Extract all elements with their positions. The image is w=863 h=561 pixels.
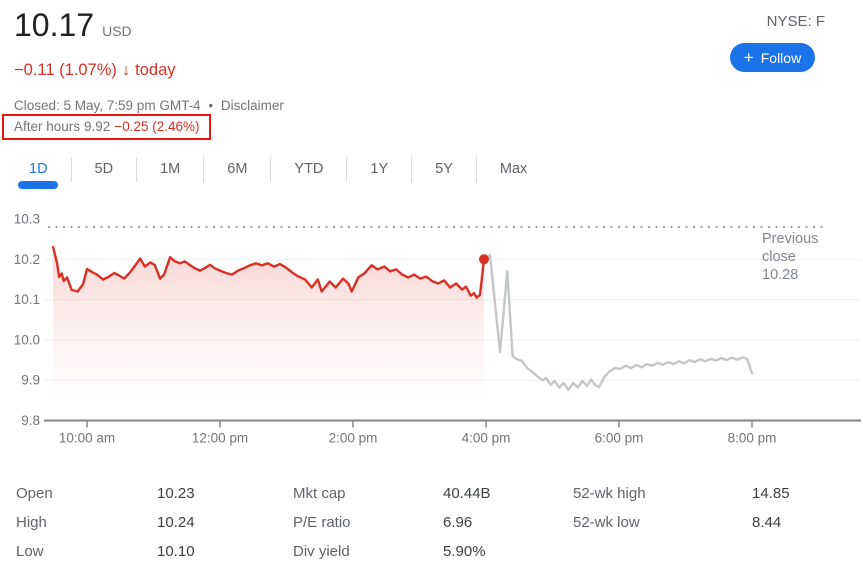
tab-max[interactable]: Max [477, 152, 550, 192]
price-block: 10.17 USD [14, 6, 132, 44]
previous-close-label: close [762, 249, 796, 265]
price-chart-svg: 10:00 am 12:00 pm 2:00 pm 4:00 pm 6:00 pm 8:0… [14, 212, 861, 446]
stat-value: 14.85 [752, 485, 790, 502]
tab-ytd-label: YTD [294, 161, 324, 177]
tab-5y[interactable]: 5Y [412, 152, 476, 192]
stat-row-mktcap: Mkt cap 40.44B [293, 479, 491, 508]
x-tick-label: 2:00 pm [329, 431, 378, 446]
stat-value: 10.24 [157, 514, 195, 531]
key-stats: Open 10.23 High 10.24 Low 10.10 Mkt cap … [0, 479, 863, 561]
stat-label: High [16, 514, 47, 531]
stats-column-fundamentals: Mkt cap 40.44B P/E ratio 6.96 Div yield … [293, 479, 491, 561]
stat-label: 52-wk high [573, 485, 646, 502]
stat-value: 5.90% [443, 543, 486, 560]
after-hours-change: −0.25 (2.46%) [114, 119, 200, 134]
tab-divider [346, 157, 348, 182]
stat-row-52wk-low: 52-wk low 8.44 [573, 508, 790, 537]
tab-divider [70, 157, 72, 182]
y-tick-label: 10.2 [14, 252, 40, 267]
close-marker-dot [479, 254, 489, 265]
tab-divider [411, 157, 413, 182]
tab-1d-label: 1D [29, 161, 48, 177]
regular-hours-line [51, 246, 486, 299]
tab-6m-label: 6M [227, 161, 248, 177]
x-tick-label: 12:00 pm [192, 431, 248, 446]
y-tick-label: 10.0 [14, 332, 40, 347]
change-value: −0.11 (1.07%) [14, 61, 117, 79]
price-chart[interactable]: 10:00 am 12:00 pm 2:00 pm 4:00 pm 6:00 pm 8:0… [0, 205, 863, 455]
plus-icon: + [743, 48, 754, 67]
disclaimer-link[interactable]: Disclaimer [220, 98, 284, 113]
x-tick-label: 6:00 pm [595, 431, 644, 446]
tab-ytd[interactable]: YTD [271, 152, 346, 192]
y-tick-label: 9.9 [21, 373, 40, 388]
tab-5d-label: 5D [94, 161, 114, 177]
separator-dot: • [208, 98, 214, 113]
arrow-down-icon: ↓ [121, 61, 131, 79]
stat-label: Low [16, 543, 44, 560]
x-tick-label: 4:00 pm [462, 431, 511, 446]
after-hours-price: 9.92 [84, 119, 111, 134]
follow-label: Follow [760, 49, 802, 66]
price-change-row: −0.11 (1.07%) ↓ today [14, 61, 176, 80]
currency-label: USD [102, 23, 132, 39]
stat-value: 10.10 [157, 543, 195, 560]
stat-value: 6.96 [443, 514, 473, 531]
stat-label: 52-wk low [573, 514, 640, 531]
tab-1y-label: 1Y [370, 161, 389, 177]
current-price: 10.17 [14, 7, 95, 43]
regular-hours-fill [53, 247, 484, 421]
stat-value: 10.23 [157, 485, 195, 502]
follow-button[interactable]: + Follow [730, 43, 815, 72]
tab-6m[interactable]: 6M [204, 152, 270, 192]
stat-row-open: Open 10.23 [16, 479, 195, 508]
stat-row-52wk-high: 52-wk high 14.85 [573, 479, 790, 508]
previous-close-label: 10.28 [762, 267, 798, 283]
stat-row-low: Low 10.10 [16, 537, 195, 561]
after-hours-label: After hours [14, 119, 81, 134]
stat-row-divyield: Div yield 5.90% [293, 537, 491, 561]
exchange-ticker: NYSE: F [766, 13, 825, 30]
time-range-tabs: 1D 5D 1M 6M YTD 1Y 5Y Max [6, 152, 550, 192]
stat-label: Mkt cap [293, 485, 346, 502]
tab-divider [475, 157, 477, 182]
after-hours-line [482, 254, 754, 392]
stat-value: 40.44B [443, 485, 491, 502]
stat-value: 8.44 [752, 514, 782, 531]
tab-5d[interactable]: 5D [72, 152, 137, 192]
stat-row-pe: P/E ratio 6.96 [293, 508, 491, 537]
active-tab-indicator [18, 181, 59, 189]
tab-max-label: Max [499, 161, 528, 177]
tab-divider [203, 157, 205, 182]
tab-divider [136, 157, 138, 182]
x-tick-label: 8:00 pm [728, 431, 777, 446]
stats-column-52wk: 52-wk high 14.85 52-wk low 8.44 [573, 479, 790, 537]
y-tick-label: 9.8 [21, 413, 40, 428]
tab-1d[interactable]: 1D [6, 152, 71, 192]
stat-label: P/E ratio [293, 514, 351, 531]
y-tick-label: 10.1 [14, 292, 40, 307]
stat-label: Div yield [293, 543, 350, 560]
tab-5y-label: 5Y [435, 161, 453, 177]
stat-row-high: High 10.24 [16, 508, 195, 537]
tab-1m[interactable]: 1M [137, 152, 203, 192]
market-status-row: Closed: 5 May, 7:59 pm GMT-4 • Disclaime… [14, 98, 284, 113]
tab-1y[interactable]: 1Y [347, 152, 411, 192]
after-hours-highlight-box: After hours 9.92 −0.25 (2.46%) [2, 114, 211, 140]
previous-close-label: Previous [762, 231, 818, 247]
closed-text: Closed: 5 May, 7:59 pm GMT-4 [14, 98, 201, 113]
tab-1m-label: 1M [160, 161, 181, 177]
y-tick-label: 10.3 [14, 212, 40, 227]
change-period: today [135, 61, 176, 79]
tab-divider [270, 157, 272, 182]
x-tick-label: 10:00 am [59, 431, 115, 446]
stats-column-price: Open 10.23 High 10.24 Low 10.10 [16, 479, 195, 561]
stat-label: Open [16, 485, 53, 502]
